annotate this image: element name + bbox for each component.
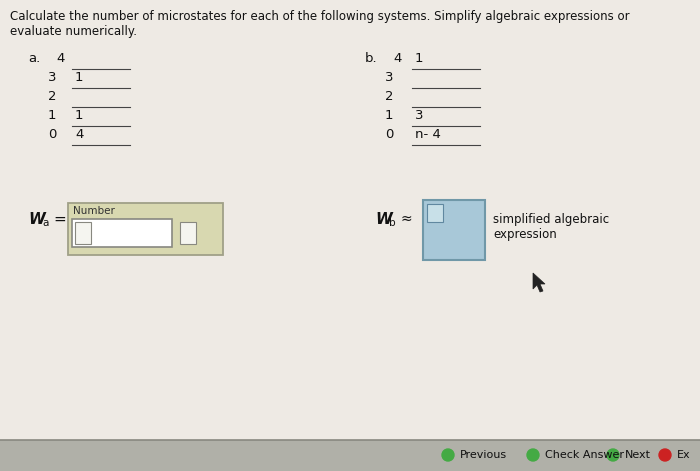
Text: 4: 4 xyxy=(56,52,64,65)
Text: 3: 3 xyxy=(415,109,424,122)
Circle shape xyxy=(607,449,619,461)
Text: =: = xyxy=(53,212,66,227)
Text: Calculate the number of microstates for each of the following systems. Simplify : Calculate the number of microstates for … xyxy=(10,10,629,38)
Text: a: a xyxy=(42,218,48,228)
Bar xyxy=(72,219,172,247)
Circle shape xyxy=(442,449,454,461)
Bar xyxy=(75,222,91,244)
Text: a.: a. xyxy=(28,52,41,65)
Text: 4: 4 xyxy=(75,128,83,141)
Polygon shape xyxy=(533,273,545,292)
Text: b: b xyxy=(389,218,396,228)
Text: 1: 1 xyxy=(415,52,424,65)
Text: 1: 1 xyxy=(75,109,83,122)
Text: 3: 3 xyxy=(48,71,57,84)
Text: 2: 2 xyxy=(385,90,393,103)
Text: 1: 1 xyxy=(75,71,83,84)
Text: b.: b. xyxy=(365,52,377,65)
Bar xyxy=(427,204,443,222)
Bar xyxy=(68,203,223,255)
Text: simplified algebraic
expression: simplified algebraic expression xyxy=(493,213,609,241)
Text: Check Answer: Check Answer xyxy=(545,450,624,460)
Text: Previous: Previous xyxy=(460,450,507,460)
Text: 0: 0 xyxy=(385,128,393,141)
Text: W: W xyxy=(375,212,392,227)
Text: 0: 0 xyxy=(48,128,57,141)
Text: Ex: Ex xyxy=(677,450,691,460)
Bar xyxy=(180,222,196,244)
Bar xyxy=(0,440,700,471)
Text: Number: Number xyxy=(73,206,115,216)
Text: W: W xyxy=(28,212,45,227)
Text: 2: 2 xyxy=(48,90,57,103)
Text: 3: 3 xyxy=(385,71,393,84)
Text: Next: Next xyxy=(625,450,651,460)
Text: 1: 1 xyxy=(385,109,393,122)
Circle shape xyxy=(527,449,539,461)
Text: ≈: ≈ xyxy=(401,212,412,226)
Text: 4: 4 xyxy=(393,52,401,65)
Circle shape xyxy=(659,449,671,461)
Bar xyxy=(423,200,485,260)
Text: 1: 1 xyxy=(48,109,57,122)
Text: n- 4: n- 4 xyxy=(415,128,441,141)
